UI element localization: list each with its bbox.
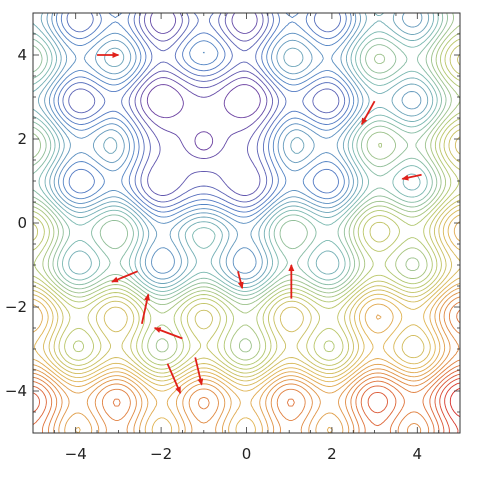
- contour-level-8: [48, 13, 359, 274]
- x-tick-label: −4: [65, 445, 87, 463]
- contour-level-13: [33, 13, 444, 296]
- x-tick-label: 0: [242, 445, 252, 463]
- contour-level-15: [33, 13, 454, 353]
- contour-level-27: [33, 296, 460, 433]
- contour-level-6: [57, 13, 350, 213]
- y-tick-label: −4: [5, 382, 27, 400]
- contour-level-17: [33, 32, 460, 366]
- gradient-arrow-2: [361, 100, 376, 126]
- contour-level-4: [68, 13, 340, 203]
- contour-level-23: [33, 214, 460, 433]
- y-tick-label: −2: [5, 298, 27, 316]
- axis-ticks: [32, 12, 461, 434]
- contour-level-12: [33, 13, 439, 292]
- x-tick-label: 4: [413, 445, 423, 463]
- contour-level-5: [62, 13, 346, 208]
- contour-level-34: [449, 387, 460, 418]
- contour-level-2: [140, 13, 268, 159]
- contour-level-11: [33, 13, 435, 288]
- gradient-arrow-3: [401, 173, 422, 181]
- gradient-arrow-5: [237, 271, 244, 290]
- gradient-arrow-10: [194, 357, 204, 386]
- gradient-arrow-4: [111, 270, 138, 283]
- contour-level-19: [33, 44, 460, 374]
- contour-level-14: [33, 13, 448, 300]
- contour-level-29: [33, 309, 460, 433]
- contour-level-21: [33, 136, 460, 382]
- gradient-arrow-8: [153, 327, 183, 340]
- contour-level-1: [146, 84, 261, 151]
- x-tick-label: 2: [327, 445, 337, 463]
- contour-level-3: [134, 13, 274, 196]
- contour-level-20: [33, 53, 460, 378]
- gradient-arrow-7: [141, 293, 150, 324]
- axis-tick-labels: −4 −2 0 2 4 4 2 0 −2 −4: [5, 46, 422, 463]
- gradient-arrow-9: [166, 363, 182, 395]
- contour-level-26: [33, 291, 460, 433]
- contour-level-7: [53, 13, 355, 218]
- contour-level-10: [37, 13, 430, 284]
- x-tick-label: −2: [150, 445, 172, 463]
- contour-level-9: [44, 13, 423, 280]
- y-tick-label: 4: [17, 46, 27, 64]
- contour-level-22: [33, 209, 460, 386]
- y-tick-label: 2: [17, 130, 27, 148]
- contour-level-33: [444, 382, 460, 433]
- contour-lines: [33, 13, 460, 433]
- contour-level-18: [33, 38, 460, 370]
- contour-level-28: [33, 301, 460, 433]
- y-tick-label: 0: [17, 214, 27, 232]
- contour-level-32: [439, 377, 460, 433]
- contour-level-16: [33, 24, 460, 361]
- arrow-layer: [97, 52, 422, 395]
